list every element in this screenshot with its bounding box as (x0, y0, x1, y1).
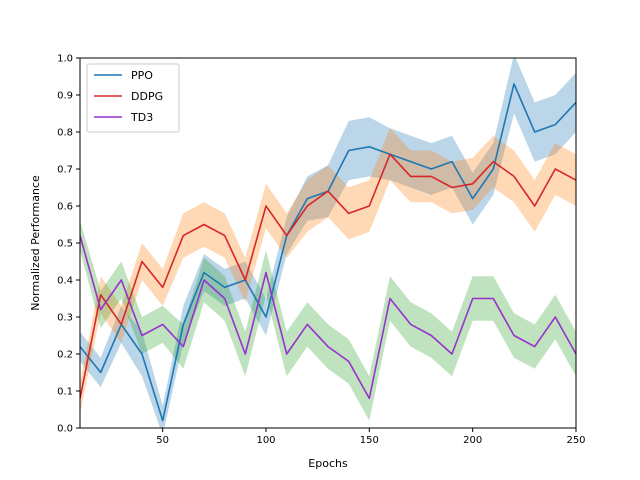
legend-box (86, 63, 180, 133)
x-axis-label: Epochs (308, 457, 348, 470)
y-tick-label: 0.9 (57, 91, 73, 102)
line-td3 (80, 235, 576, 400)
confidence-bands (80, 58, 576, 428)
x-tick-label: 200 (463, 435, 482, 446)
y-tick-label: 0.1 (57, 387, 73, 398)
legend-label-td3: TD3 (130, 111, 153, 124)
y-tick-label: 0.6 (57, 202, 73, 213)
line-ddpg (80, 153, 576, 399)
x-tick-label: 50 (156, 435, 169, 446)
y-tick-label: 0.4 (57, 276, 73, 287)
y-tick-label: 0.7 (57, 165, 73, 176)
x-tick-label: 100 (256, 435, 275, 446)
legend-label-ddpg: DDPG (131, 90, 163, 103)
y-tick-label: 0.3 (57, 313, 73, 324)
y-tick-label: 1.0 (57, 54, 73, 65)
y-tick-label: 0.0 (57, 424, 73, 435)
series-lines (80, 83, 576, 422)
legend: PPO DDPG TD3 (86, 63, 180, 133)
y-tick-label: 0.8 (57, 128, 73, 139)
y-axis-label: Normalized Performance (29, 175, 42, 311)
x-tick-label: 250 (566, 435, 585, 446)
legend-label-ppo: PPO (131, 69, 153, 82)
x-axis-ticks: 50 100 150 200 250 (156, 428, 586, 446)
y-tick-label: 0.5 (57, 239, 73, 250)
x-tick-label: 150 (360, 435, 379, 446)
band-ddpg (80, 128, 576, 414)
band-ppo (80, 58, 576, 428)
y-axis-ticks: 0.0 0.1 0.2 0.3 0.4 0.5 0.6 0.7 0.8 0.9 1.0 (57, 54, 80, 435)
band-td3 (80, 220, 576, 421)
y-tick-label: 0.2 (57, 350, 73, 361)
